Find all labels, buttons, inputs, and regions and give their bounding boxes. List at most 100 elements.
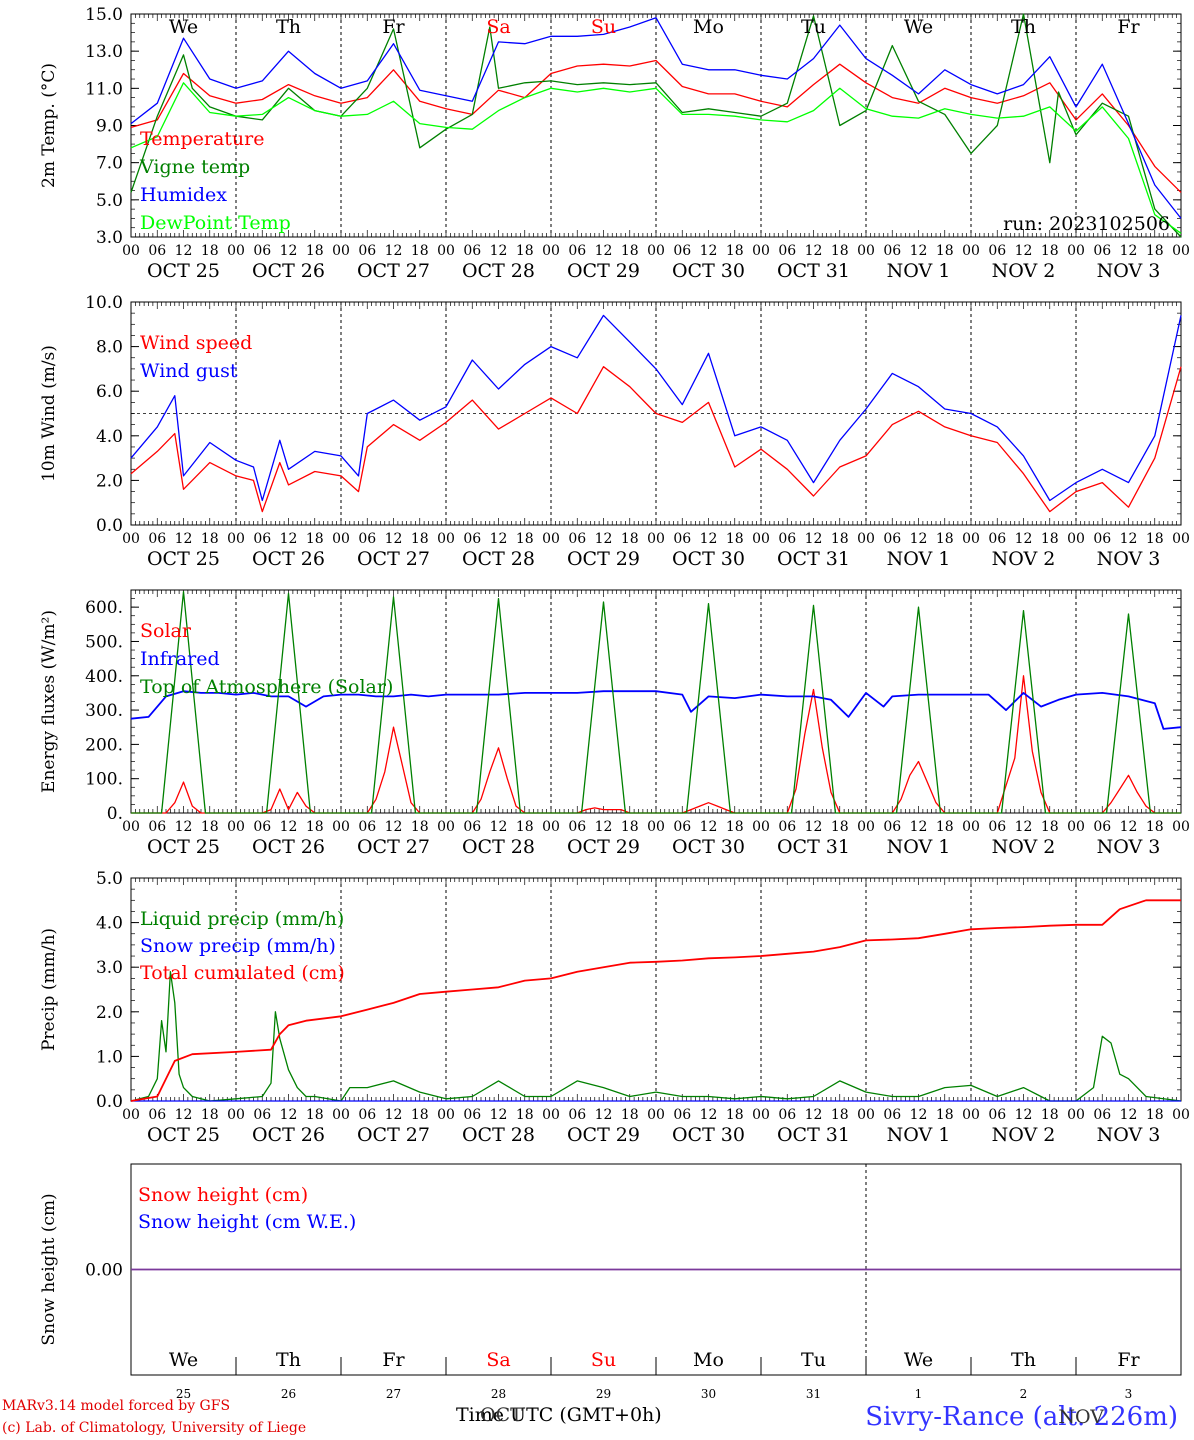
wind-legend-entry: Wind speed [140,332,252,354]
weekday-label: Sa [486,16,510,38]
flux-hour-label: 06 [463,819,481,835]
flux-date-label: OCT 29 [567,836,640,858]
temp-hour-label: 12 [1015,243,1033,259]
flux-y-axis-title: Energy fluxes (W/m²) [39,610,59,793]
precip-date-label: OCT 27 [357,1124,430,1146]
temp-hour-label: 18 [621,243,639,259]
flux-frame [130,589,1182,814]
temp-y-label: 15.0 [85,5,123,25]
precip-date-label: OCT 26 [252,1124,325,1146]
weekday-label-bottom: We [169,1349,198,1371]
precip-hour-label: 06 [463,1107,481,1123]
precip-hour-label: 00 [227,1107,245,1123]
flux-hour-label: 00 [542,819,560,835]
wind-hour-label: 18 [1041,531,1059,547]
flux-hour-label: 12 [280,819,298,835]
flux-hour-label: 06 [358,819,376,835]
flux-hour-label: 18 [1041,819,1059,835]
temp-date-label: OCT 27 [357,260,430,282]
precip-series-line [130,971,1182,1102]
wind-hour-label: 12 [910,531,928,547]
temp-hour-label: 00 [1172,243,1190,259]
day-number-label: 28 [491,1387,506,1401]
precip-hour-label: 06 [148,1107,166,1123]
precip-hour-label: 06 [988,1107,1006,1123]
precip-hour-label: 06 [358,1107,376,1123]
flux-hour-label: 18 [936,819,954,835]
flux-hour-label: 00 [122,819,140,835]
flux-hour-label: 06 [778,819,796,835]
temp-y-label: 3.0 [96,228,123,248]
wind-date-label: OCT 27 [357,548,430,570]
flux-y-label: 100. [85,770,123,790]
precip-hour-label: 06 [1093,1107,1111,1123]
temp-date-label: OCT 29 [567,260,640,282]
day-number-label: 1 [915,1387,923,1401]
temp-date-label: OCT 25 [147,260,220,282]
day-number-label: 2 [1020,1387,1028,1401]
weekday-label: Mo [693,16,724,38]
flux-hour-label: 18 [411,819,429,835]
precip-hour-label: 06 [778,1107,796,1123]
precip-hour-label: 18 [201,1107,219,1123]
weekday-label-bottom: Mo [693,1349,724,1371]
flux-date-label: NOV 3 [1097,836,1161,858]
temp-hour-label: 12 [280,243,298,259]
flux-date-label: OCT 30 [672,836,745,858]
weekday-label-bottom: We [904,1349,933,1371]
weekday-label-bottom: Fr [382,1349,405,1371]
wind-y-label: 0.0 [96,516,123,536]
snow-y-label: 0.00 [85,1261,123,1281]
wind-hour-label: 12 [595,531,613,547]
wind-date-label: OCT 25 [147,548,220,570]
precip-date-label: NOV 1 [887,1124,951,1146]
day-number-label: 30 [701,1387,716,1401]
flux-y-label: 300. [85,701,123,721]
temp-date-label: OCT 31 [777,260,850,282]
precip-hour-label: 12 [1015,1107,1033,1123]
temp-series-line [130,17,1182,219]
precip-hour-label: 00 [962,1107,980,1123]
flux-legend-entry: Top of Atmosphere (Solar) [140,676,393,698]
lab-credit: (c) Lab. of Climatology, University of L… [2,1420,307,1436]
precip-y-label: 1.0 [96,1047,123,1067]
day-number-label: 29 [596,1387,611,1401]
precip-date-label: OCT 25 [147,1124,220,1146]
precip-date-label: OCT 31 [777,1124,850,1146]
wind-y-label: 4.0 [96,427,123,447]
snow-legend-entry: Snow height (cm W.E.) [138,1211,356,1233]
flux-hour-label: 12 [700,819,718,835]
flux-y-label: 0. [107,804,123,824]
day-number-label: 31 [806,1387,821,1401]
flux-hour-label: 00 [962,819,980,835]
wind-hour-label: 00 [647,531,665,547]
wind-hour-label: 18 [201,531,219,547]
precip-hour-label: 18 [411,1107,429,1123]
wind-date-label: NOV 2 [992,548,1056,570]
precip-series-line [130,899,1181,1102]
weekday-label: Th [276,16,301,38]
temp-hour-label: 12 [700,243,718,259]
temp-hour-label: 00 [1067,243,1085,259]
wind-hour-label: 18 [936,531,954,547]
temp-series-line [130,59,1182,193]
precip-date-label: NOV 3 [1097,1124,1161,1146]
wind-y-label: 8.0 [96,338,123,358]
flux-hour-label: 06 [253,819,271,835]
temp-hour-label: 18 [201,243,219,259]
flux-hour-label: 06 [148,819,166,835]
temp-hour-label: 18 [726,243,744,259]
x-axis-title: Time UTC (GMT+0h) [456,1404,662,1426]
flux-hour-label: 12 [910,819,928,835]
wind-hour-label: 06 [148,531,166,547]
temp-hour-label: 00 [647,243,665,259]
wind-hour-label: 18 [516,531,534,547]
wind-hour-label: 06 [568,531,586,547]
precip-hour-label: 18 [1041,1107,1059,1123]
temp-y-label: 11.0 [85,79,123,99]
wind-hour-label: 18 [411,531,429,547]
temp-hour-label: 18 [411,243,429,259]
wind-series-line [130,366,1182,513]
precip-date-label: OCT 28 [462,1124,535,1146]
wind-hour-label: 06 [358,531,376,547]
